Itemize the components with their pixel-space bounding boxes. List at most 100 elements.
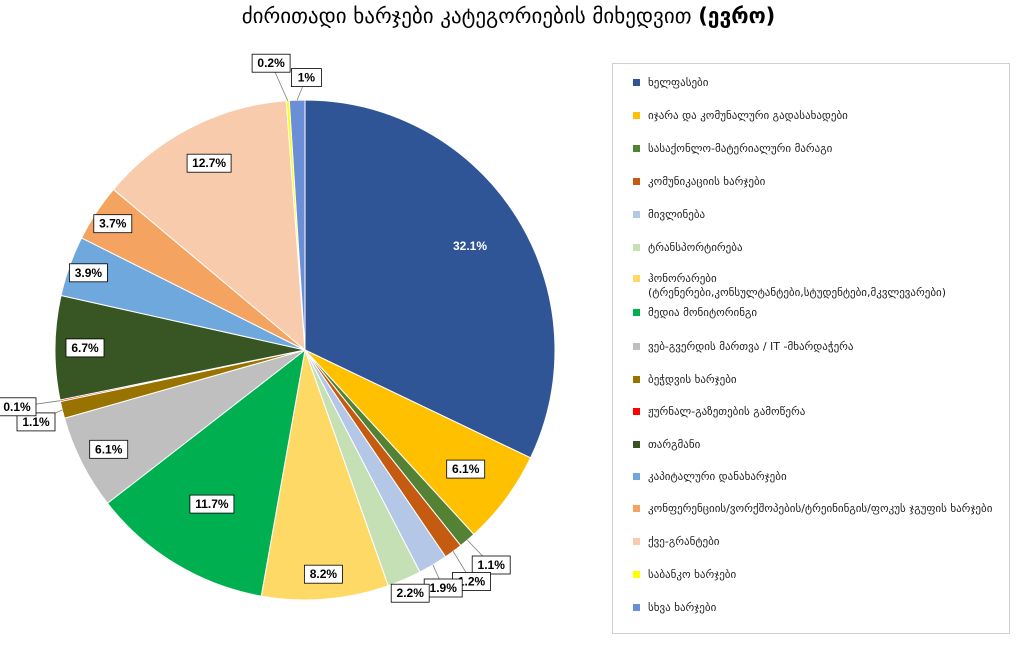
data-label-box: [93, 214, 133, 234]
legend-item: მივლინება: [633, 208, 1005, 222]
legend-swatch: [633, 79, 640, 86]
data-label: 2.2%: [390, 583, 430, 603]
data-label-text: 6.1%: [95, 442, 123, 456]
data-label: 6.1%: [446, 459, 486, 479]
legend-swatch: [633, 571, 640, 578]
data-label-box: [186, 153, 232, 173]
legend-swatch: [633, 441, 640, 448]
data-label: 12.7%: [186, 153, 232, 173]
legend-item: ბეჭდვის ხარჯები: [633, 373, 1005, 387]
legend-swatch: [633, 275, 640, 282]
legend-swatch: [633, 538, 640, 545]
legend-item: ქვე-გრანტები: [633, 535, 1005, 549]
data-label-box: [290, 68, 322, 87]
legend-label: კაპიტალური დანახარჯები: [648, 470, 787, 483]
legend-label: ტრანსპორტირება: [648, 241, 743, 254]
data-label-text: 1.1%: [22, 415, 50, 429]
chart-title-text: ძირითადი ხარჯები კატეგორიების მიხედვით: [241, 4, 692, 28]
legend-item: ვებ-გვერდის მართვა / IT -მხარდაჭერა: [633, 340, 1005, 354]
chart-title: ძირითადი ხარჯები კატეგორიების მიხედვით (…: [0, 4, 1017, 28]
legend-item: სხვა ხარჯები: [633, 601, 1005, 615]
legend-item: კაპიტალური დანახარჯები: [633, 470, 1005, 484]
legend-item: სასაქონლო-მატერიალური მარაგი: [633, 142, 1005, 156]
legend-label: კომუნიკაციის ხარჯები: [648, 175, 766, 188]
data-label-text: 32.1%: [453, 239, 487, 253]
data-label-box: [65, 338, 105, 358]
legend-swatch: [633, 505, 640, 512]
legend-swatch: [633, 244, 640, 251]
pie-slice: [106, 348, 306, 597]
legend-item: ჟურნალ-გაზეთების გამოწერა: [633, 405, 1005, 419]
data-label-box: [69, 263, 108, 283]
legend-item: ხელფასები: [633, 76, 1005, 90]
legend-swatch: [633, 211, 640, 218]
legend-label: მივლინება: [648, 208, 706, 221]
data-label-box: [446, 459, 486, 479]
legend-item: კომუნიკაციის ხარჯები: [633, 175, 1005, 189]
legend-label: სხვა ხარჯები: [648, 601, 717, 614]
legend-item: ტრანსპორტირება: [633, 241, 1005, 255]
pie-slice: [260, 348, 389, 601]
data-label-text: 1%: [298, 71, 316, 85]
data-label: 1.1%: [16, 412, 56, 432]
legend-label: ვებ-გვერდის მართვა / IT -მხარდაჭერა: [648, 340, 854, 353]
data-label-text: 0.2%: [257, 56, 285, 70]
legend-swatch: [633, 604, 640, 611]
legend-label: იჯარა და კომუნალური გადასახადები: [648, 109, 848, 122]
data-label-text: 1.9%: [430, 581, 458, 595]
legend-item: მედია მონიტორინგი: [633, 306, 1005, 320]
data-label: 1.9%: [423, 578, 463, 598]
legend-label: კონფერენციის/ვორქშოპების/ტრეინინგის/ფოკუ…: [648, 502, 993, 515]
legend-label: საბანკო ხარჯები: [648, 568, 737, 581]
data-label-box: [471, 555, 511, 575]
legend-swatch: [633, 473, 640, 480]
legend-swatch: [633, 112, 640, 119]
legend-item: თარგმანი: [633, 438, 1005, 452]
data-label: 3.9%: [69, 263, 108, 283]
legend-swatch: [633, 408, 640, 415]
data-label: 6.7%: [65, 338, 105, 358]
legend-label: თარგმანი: [648, 438, 701, 451]
data-label: 11.7%: [189, 494, 235, 514]
data-label-text: 2.2%: [397, 586, 425, 600]
data-label: 0.2%: [251, 53, 291, 73]
legend-item: კონფერენციის/ვორქშოპების/ტრეინინგის/ფოკუ…: [633, 502, 1005, 516]
data-label: 1.1%: [471, 555, 511, 575]
legend-item: ჰონორარები (ტრენერები,კონსულტანტები,სტუდ…: [633, 272, 1005, 300]
data-label-box: [89, 439, 129, 459]
legend-label: ჰონორარები (ტრენერები,კონსულტანტები,სტუდ…: [648, 272, 947, 299]
data-label-box: [390, 583, 430, 603]
data-label-text: 1.1%: [478, 558, 506, 572]
legend-item: იჯარა და კომუნალური გადასახადები: [633, 109, 1005, 123]
pie-slice: [112, 100, 306, 352]
pie-slice: [288, 99, 306, 351]
legend-label: ბეჭდვის ხარჯები: [648, 373, 737, 386]
legend-label: მედია მონიტორინგი: [648, 306, 758, 319]
data-label-text: 3.9%: [75, 266, 103, 280]
data-label: 1%: [290, 68, 322, 87]
legend-item: საბანკო ხარჯები: [633, 568, 1005, 582]
data-label-text: 1.2%: [458, 575, 486, 589]
pie-slice: [304, 99, 556, 459]
data-label-text: 0.1%: [3, 400, 31, 414]
legend-swatch: [633, 343, 640, 350]
legend-swatch: [633, 178, 640, 185]
data-label: 3.7%: [93, 214, 133, 234]
data-label-text: 3.7%: [99, 217, 127, 231]
legend-swatch: [633, 376, 640, 383]
pie-chart: 32.1% 6.1% 1.1% 1.2%1.9% 2.2% 8.2% 11.7% 6.1% 1.…: [0, 53, 556, 603]
data-label-text: 6.1%: [452, 462, 480, 476]
data-label-box: [0, 397, 37, 417]
data-label-box: [303, 564, 343, 584]
data-label-text: 12.7%: [192, 156, 226, 170]
legend-label: სასაქონლო-მატერიალური მარაგი: [648, 142, 833, 155]
data-label-box: [251, 53, 291, 73]
data-label: 32.1%: [453, 239, 487, 253]
legend-label: ჟურნალ-გაზეთების გამოწერა: [648, 405, 806, 418]
data-label: 0.1%: [0, 397, 37, 417]
chart-title-unit: (ევრო): [698, 4, 776, 28]
legend-label: ხელფასები: [648, 76, 709, 89]
data-label-text: 11.7%: [195, 497, 229, 511]
legend-label: ქვე-გრანტები: [648, 535, 720, 548]
data-label-text: 8.2%: [310, 567, 338, 581]
